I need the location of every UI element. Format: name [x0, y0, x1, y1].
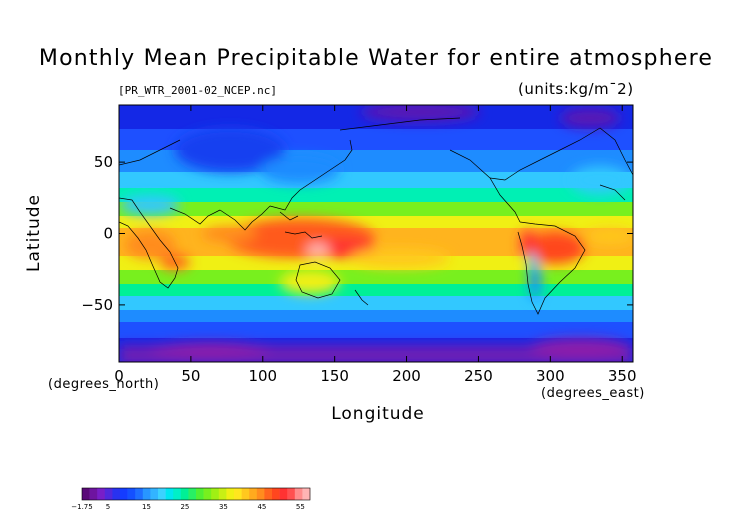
- colorbar-swatch: [211, 488, 220, 500]
- precipitable-water-field: [119, 105, 633, 362]
- y-tick-label: −50: [81, 296, 113, 314]
- colorbar-swatch: [287, 488, 296, 500]
- x-tick-label: 200: [392, 367, 421, 385]
- colorbar-swatch: [226, 488, 235, 500]
- colorbar-swatch: [120, 488, 128, 500]
- colorbar-swatch: [302, 488, 311, 500]
- colorbar-frame: [81, 487, 311, 501]
- colorbar-swatch: [188, 488, 197, 500]
- x-axis-tick-labels: 0 50 100 150 200 250 300 350: [114, 367, 636, 385]
- colorbar-swatch: [135, 488, 144, 500]
- colorbar-tick-label: 5: [106, 503, 110, 511]
- colorbar-swatch: [272, 488, 280, 500]
- colorbar-tick-label: 15: [142, 503, 151, 511]
- colorbar-swatch: [173, 488, 182, 500]
- y-tick-label: 50: [94, 153, 113, 171]
- colorbar-swatch: [142, 488, 151, 500]
- x-tick-label: 150: [320, 367, 349, 385]
- colorbar-swatch: [112, 488, 121, 500]
- colorbar-swatch: [279, 488, 288, 500]
- x-axis-ticks: [118, 105, 623, 362]
- file-name: [PR_WTR_2001-02_NCEP.nc]: [118, 84, 277, 97]
- colorbar-swatch: [82, 488, 90, 500]
- colorbar-swatch: [97, 488, 106, 500]
- x-tick-label: 300: [536, 367, 565, 385]
- colorbar-swatch: [234, 488, 242, 500]
- colorbar: [81, 487, 311, 501]
- colorbar-swatch: [249, 488, 258, 500]
- y-axis-label: Latitude: [24, 194, 44, 272]
- colorbar-swatch: [241, 488, 250, 500]
- x-tick-label: 250: [464, 367, 493, 385]
- x-tick-label: 350: [608, 367, 637, 385]
- colorbar-swatch: [203, 488, 212, 500]
- chart-title: Monthly Mean Precipitable Water for enti…: [38, 46, 714, 71]
- colorbar-swatch: [158, 488, 166, 500]
- colorbar-tick-label: 35: [219, 503, 228, 511]
- units-label: (units:kg/m¯2): [518, 80, 634, 98]
- colorbar-swatch: [196, 488, 204, 500]
- y-axis-unit: (degrees_north): [48, 377, 160, 392]
- colorbar-swatch: [264, 488, 273, 500]
- colorbar-tick-labels: −1.75 5 15 25 35 45 55: [71, 503, 305, 511]
- x-tick-label: 50: [181, 367, 200, 385]
- colorbar-swatch: [150, 488, 159, 500]
- colorbar-tick-label: 45: [257, 503, 266, 511]
- x-tick-label: 0: [114, 367, 124, 385]
- colorbar-swatch: [104, 488, 113, 500]
- colorbar-swatch: [256, 488, 265, 500]
- y-axis-ticks: [119, 161, 633, 306]
- colorbar-swatch: [294, 488, 303, 500]
- x-axis-label: Longitude: [331, 404, 425, 424]
- colorbar-swatch: [127, 488, 136, 500]
- x-axis-unit: (degrees_east): [541, 386, 645, 401]
- colorbar-swatch: [165, 488, 174, 500]
- colorbar-swatch: [218, 488, 227, 500]
- y-axis-tick-labels: 50 0 −50: [81, 153, 113, 314]
- coastlines: [119, 117, 633, 315]
- colorbar-tick-label: 25: [180, 503, 189, 511]
- y-tick-label: 0: [103, 225, 113, 243]
- colorbar-swatch: [89, 488, 98, 500]
- x-tick-label: 100: [248, 367, 277, 385]
- colorbar-tick-label: 55: [296, 503, 305, 511]
- colorbar-tick-label: −1.75: [71, 503, 92, 511]
- colorbar-swatch: [180, 488, 189, 500]
